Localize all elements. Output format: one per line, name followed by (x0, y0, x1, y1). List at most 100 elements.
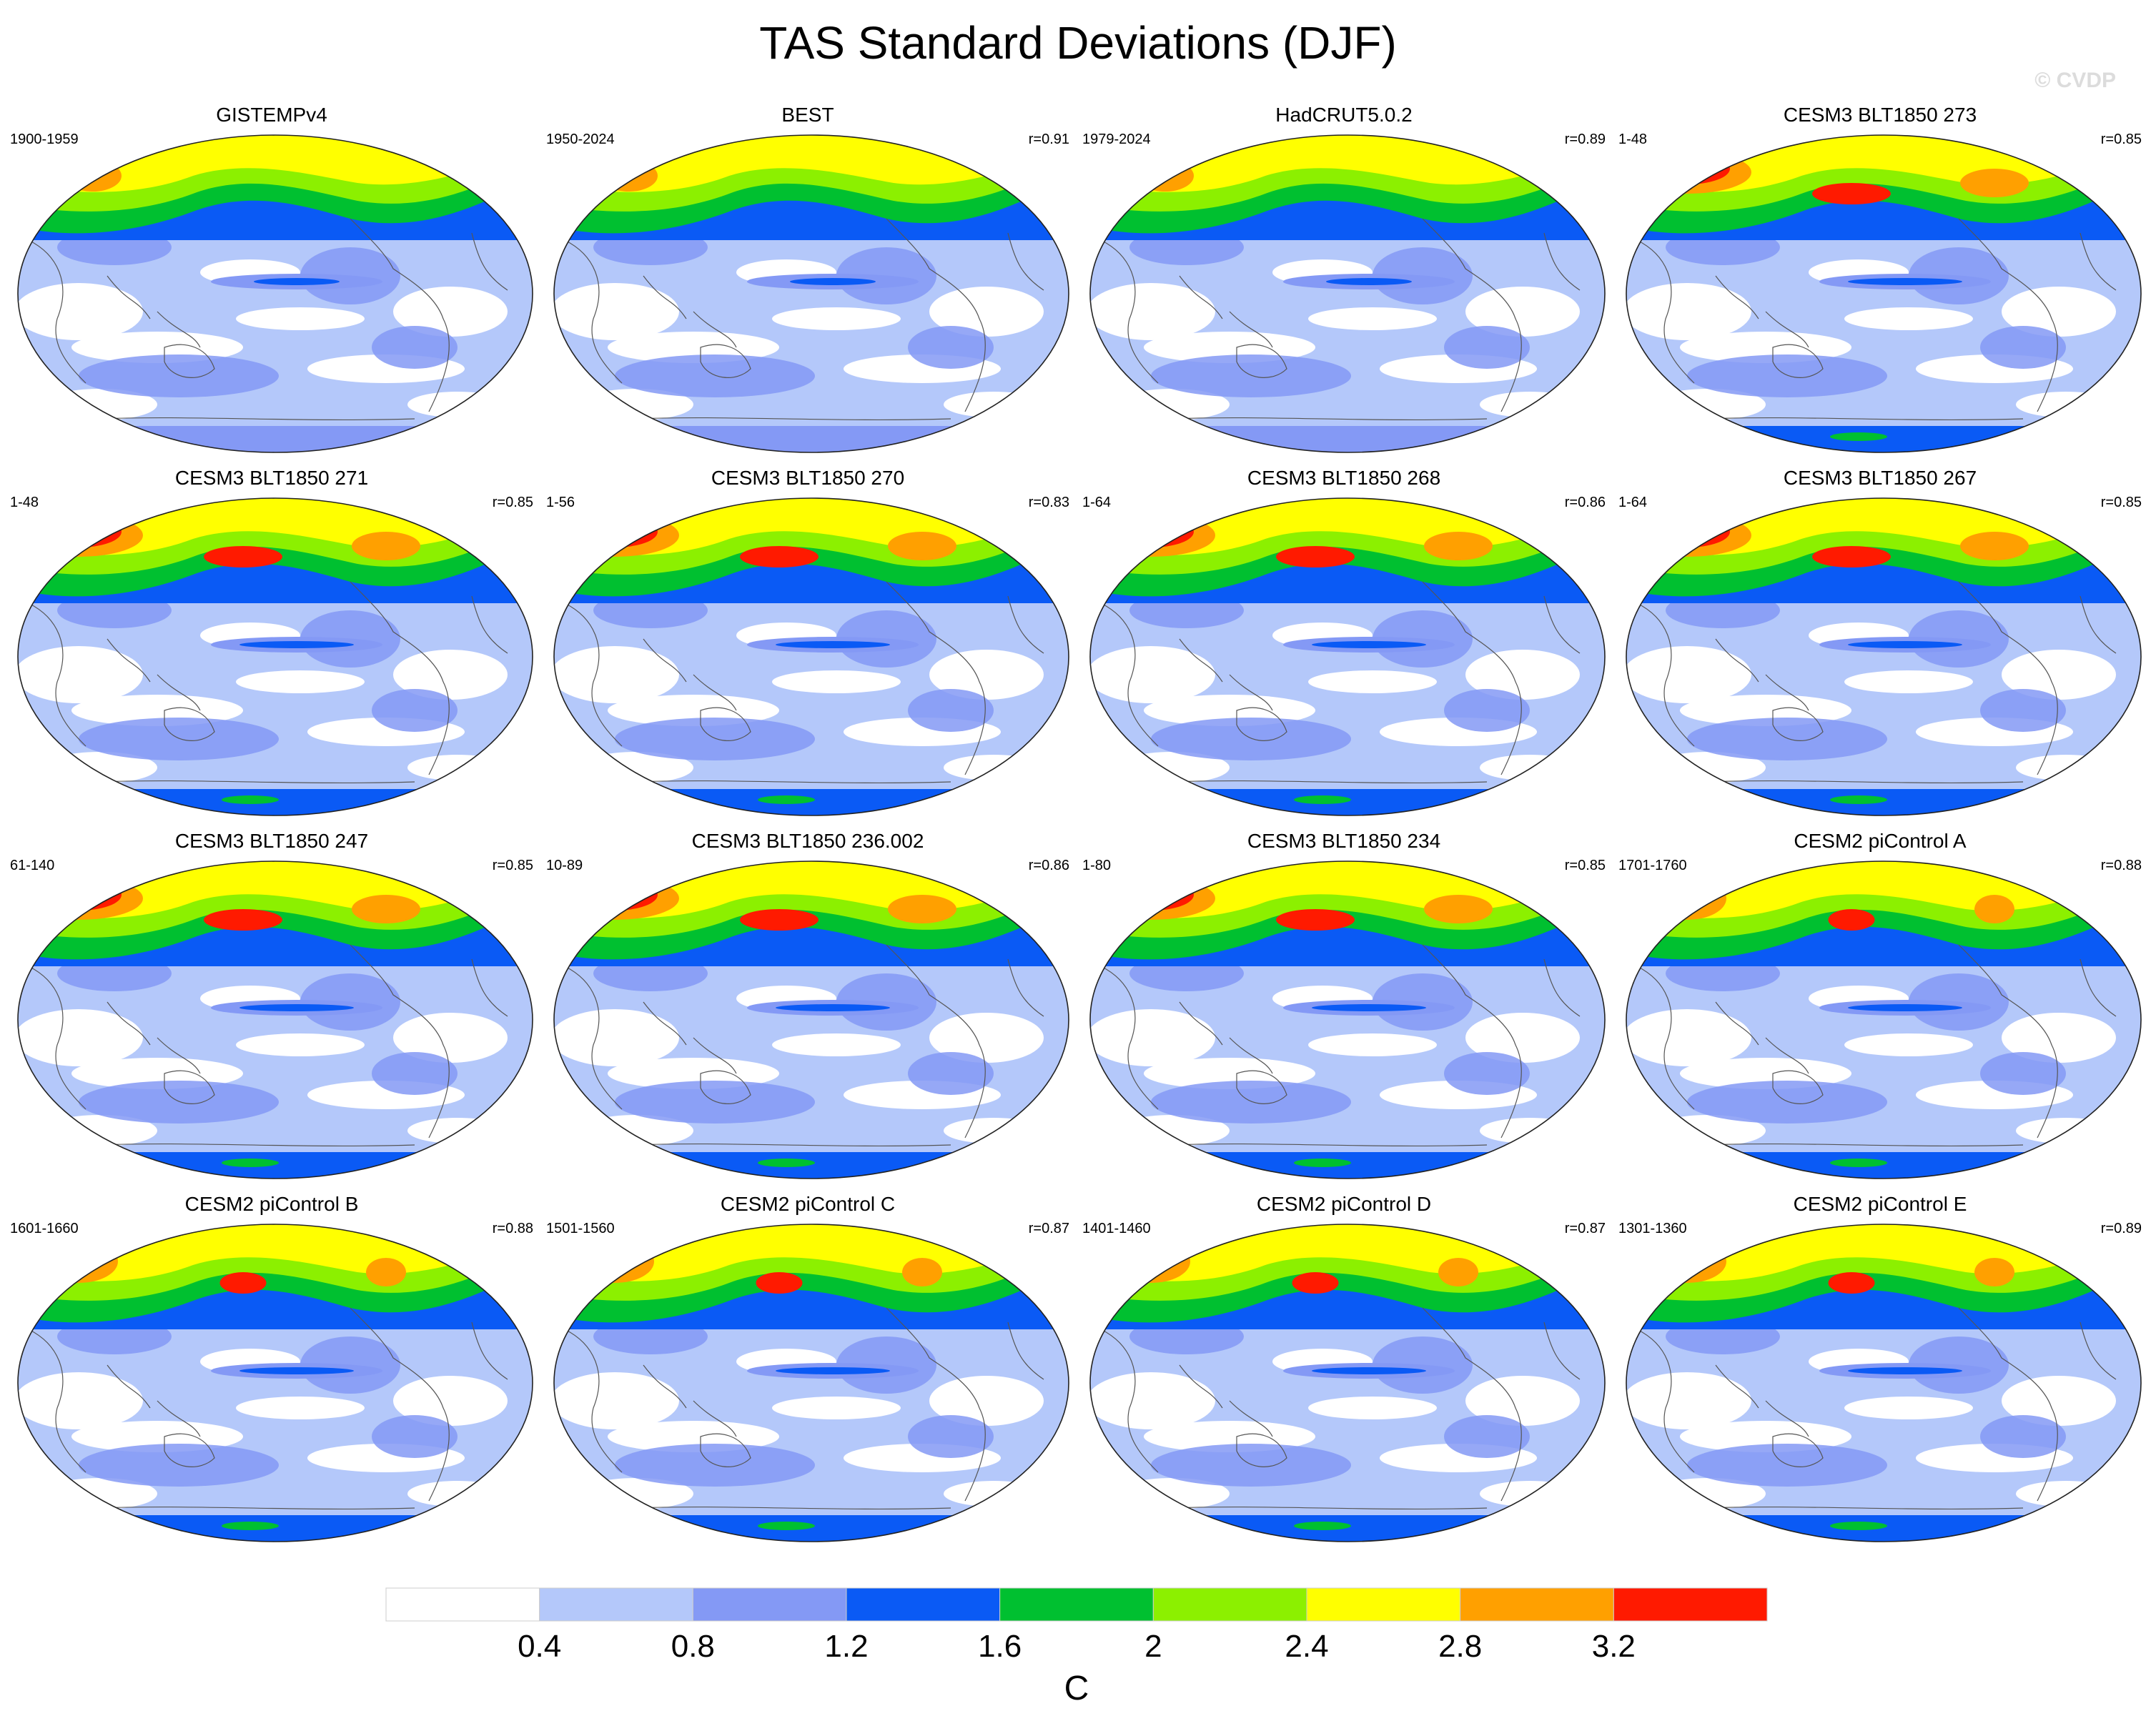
australia-coast (1772, 1070, 1824, 1104)
antarctica-coast (636, 1506, 951, 1510)
map-panel: CESM3 BLT1850 247 61-140 r=0.85 (7, 830, 536, 1181)
panel-pattern-correlation: r=0.86 (1028, 858, 1069, 873)
field-mid-0 (615, 718, 815, 760)
colorbar-swatch (846, 1587, 1001, 1622)
atlantic-coast (471, 595, 508, 654)
australia-coast (700, 1433, 751, 1467)
field-low-6 (407, 755, 508, 780)
map-outline (1626, 134, 2142, 453)
sh-green (222, 1522, 279, 1530)
map-panel: CESM3 BLT1850 268 1-64 r=0.86 (1079, 467, 1608, 818)
field-mid-0 (1687, 354, 1887, 397)
antarctica-coast (99, 1143, 415, 1147)
map-field (1626, 1224, 2141, 1542)
sh-green (758, 1522, 815, 1530)
americas-coast (1958, 218, 2058, 412)
enso-core (1848, 1367, 1962, 1374)
sh-green (1830, 432, 1887, 441)
nh-hot-2 (1108, 516, 1194, 547)
field-low-7 (1308, 1033, 1437, 1056)
panel-title: CESM3 BLT1850 236.002 (691, 830, 924, 852)
colorbar-swatch (385, 1587, 540, 1622)
australia-coast (164, 707, 215, 741)
panel-title: BEST (781, 104, 834, 126)
antarctica-coast (636, 417, 951, 421)
coastlines (28, 1307, 508, 1510)
field-mid-2 (1444, 1415, 1530, 1458)
field-low-2 (2002, 287, 2116, 337)
atlantic-coast (2080, 958, 2117, 1017)
sh-band (554, 1152, 1069, 1179)
field-low-2 (393, 287, 508, 337)
sh-band (1090, 789, 1605, 815)
coastlines (1636, 1307, 2117, 1510)
field-low-2 (2002, 650, 2116, 700)
field-mid-0 (79, 718, 279, 760)
panel-pattern-correlation: r=0.88 (492, 1221, 533, 1236)
field-low-0 (554, 646, 679, 703)
field-mid-0 (1151, 354, 1351, 397)
panel-pattern-correlation: r=0.85 (2100, 132, 2142, 147)
map-outline (1626, 1224, 2142, 1542)
map-panel: CESM3 BLT1850 273 1-48 r=0.85 (1616, 104, 2145, 455)
sh-green (758, 795, 815, 804)
maritime-coast (1179, 638, 1273, 711)
panel-period: 61-140 (10, 858, 55, 873)
australia-coast (700, 1070, 751, 1104)
field-mid-0 (1151, 718, 1351, 760)
coastlines (1100, 581, 1581, 784)
map-field (1090, 861, 1605, 1179)
enso-core (239, 1367, 354, 1374)
nh-hot-1 (1648, 877, 1726, 920)
maritime-coast (1715, 1364, 1809, 1437)
map-panel: CESM2 piControl B 1601-1660 r=0.88 (7, 1193, 536, 1544)
panel-period: 1301-1360 (1618, 1221, 1687, 1236)
colorbar-swatch (1460, 1587, 1614, 1622)
panel-period: 1900-1959 (10, 132, 79, 147)
panel-period: 1401-1460 (1082, 1221, 1151, 1236)
map-svg (17, 861, 533, 1179)
coastlines (28, 218, 508, 421)
field-low-0 (554, 283, 679, 340)
nh-hot-4 (352, 532, 420, 560)
americas-coast (1958, 1307, 2058, 1502)
maritime-coast (1715, 1001, 1809, 1074)
panel-period: 1979-2024 (1082, 132, 1151, 147)
panel-period: 1-80 (1082, 858, 1112, 873)
map-panel: CESM2 piControl D 1401-1460 r=0.87 (1079, 1193, 1608, 1544)
map-svg (1089, 1224, 1606, 1542)
americas-coast (350, 218, 450, 412)
coastlines (1100, 218, 1581, 421)
nh-hot-4 (1960, 169, 2029, 197)
field-low-7 (772, 1033, 901, 1056)
panel-title: GISTEMPv4 (216, 104, 327, 126)
australia-coast (1772, 344, 1824, 378)
africa-coast (1100, 239, 1159, 384)
field-mid-0 (615, 354, 815, 397)
nh-hot-1 (600, 160, 658, 192)
nh-hot-4 (1424, 895, 1493, 923)
field-low-2 (393, 1376, 508, 1426)
coastlines (564, 944, 1044, 1147)
colorbar-swatch (1152, 1587, 1307, 1622)
field-mid-0 (79, 1081, 279, 1124)
panel-pattern-correlation: r=0.89 (1564, 132, 1606, 147)
antarctica-coast (1708, 780, 2024, 784)
atlantic-coast (1543, 1321, 1581, 1380)
coastlines (564, 1307, 1044, 1510)
field-low-0 (554, 1009, 679, 1066)
field-low-7 (772, 307, 901, 330)
sh-band (554, 426, 1069, 452)
map-svg (553, 861, 1069, 1179)
africa-coast (1100, 966, 1159, 1110)
maritime-coast (1179, 1364, 1273, 1437)
map-outline (1089, 861, 1606, 1179)
australia-coast (1236, 1433, 1287, 1467)
panel-pattern-correlation: r=0.89 (2100, 1221, 2142, 1236)
colorbar-tick-label: 0.4 (518, 1629, 561, 1664)
atlantic-coast (1007, 1321, 1044, 1380)
antarctica-coast (1172, 1143, 1488, 1147)
field-low-0 (1626, 1009, 1751, 1066)
field-low-2 (929, 287, 1044, 337)
enso-core (239, 1004, 354, 1011)
